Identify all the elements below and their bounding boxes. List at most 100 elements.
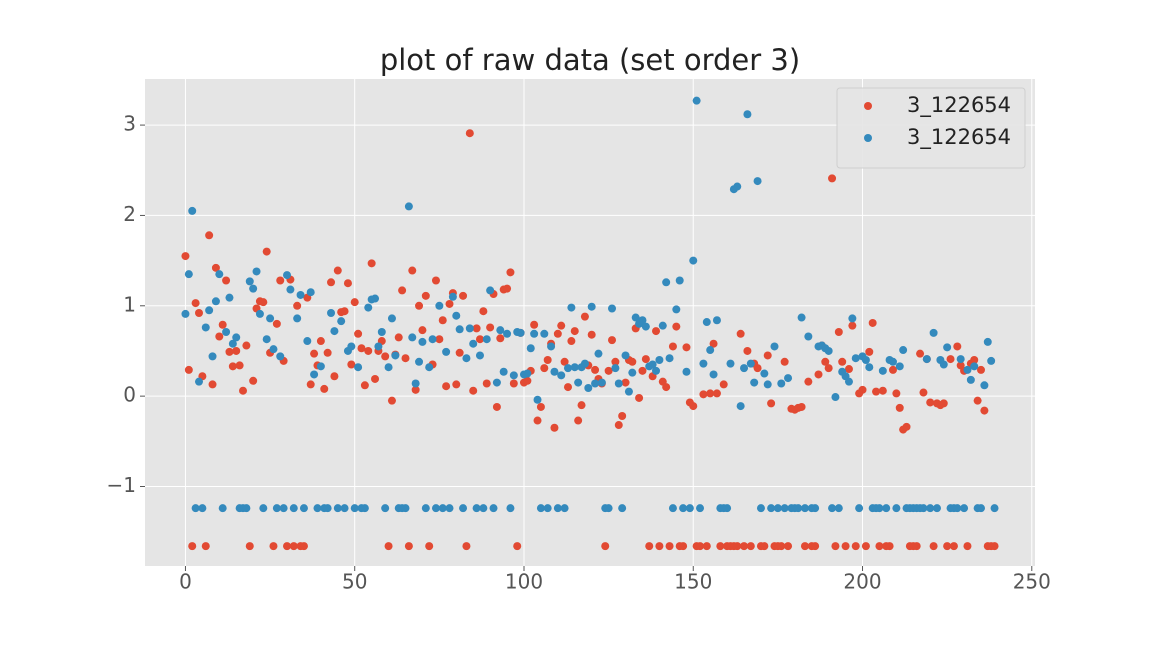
point xyxy=(553,329,562,338)
point xyxy=(611,357,620,366)
point xyxy=(990,504,999,513)
point xyxy=(194,377,203,386)
point xyxy=(970,355,979,364)
point xyxy=(323,504,332,513)
point xyxy=(354,363,363,372)
point xyxy=(435,301,444,310)
point xyxy=(973,396,982,405)
point xyxy=(421,291,430,300)
point xyxy=(506,268,515,277)
point xyxy=(753,177,762,186)
point xyxy=(987,356,996,365)
legend-box xyxy=(836,87,1026,169)
point xyxy=(408,333,417,342)
point xyxy=(205,306,214,315)
point xyxy=(188,542,197,551)
point xyxy=(289,504,298,513)
point xyxy=(841,542,850,551)
point xyxy=(475,351,484,360)
point xyxy=(222,327,231,336)
x-tick-label: 250 xyxy=(1013,570,1051,594)
point xyxy=(834,504,843,513)
point xyxy=(469,386,478,395)
point xyxy=(631,313,640,322)
point xyxy=(455,325,464,334)
point xyxy=(733,542,742,551)
point xyxy=(844,365,853,374)
point xyxy=(939,360,948,369)
point xyxy=(624,387,633,396)
point xyxy=(777,542,786,551)
point xyxy=(584,384,593,393)
point xyxy=(888,365,897,374)
point xyxy=(513,542,522,551)
point xyxy=(360,504,369,513)
point xyxy=(780,357,789,366)
point xyxy=(225,293,234,302)
point xyxy=(662,278,671,287)
point xyxy=(675,276,684,285)
point xyxy=(672,305,681,314)
point xyxy=(963,365,972,374)
point xyxy=(289,542,298,551)
point xyxy=(215,332,224,341)
point xyxy=(553,504,562,513)
point xyxy=(337,317,346,326)
point xyxy=(760,369,769,378)
point xyxy=(570,363,579,372)
point xyxy=(851,542,860,551)
point xyxy=(591,365,600,374)
point xyxy=(980,406,989,415)
point xyxy=(875,542,884,551)
point xyxy=(648,360,657,369)
point xyxy=(844,377,853,386)
point xyxy=(530,329,539,338)
point xyxy=(706,346,715,355)
point xyxy=(692,96,701,105)
point xyxy=(364,346,373,355)
point xyxy=(892,389,901,398)
point xyxy=(411,379,420,388)
point xyxy=(283,271,292,280)
chart-title: plot of raw data (set order 3) xyxy=(380,43,800,77)
point xyxy=(838,357,847,366)
point xyxy=(932,504,941,513)
point xyxy=(316,337,325,346)
point xyxy=(306,288,315,297)
point xyxy=(888,357,897,366)
point xyxy=(814,370,823,379)
point xyxy=(689,402,698,411)
point xyxy=(696,504,705,513)
point xyxy=(387,314,396,323)
point xyxy=(689,256,698,265)
point xyxy=(452,311,461,320)
point xyxy=(455,348,464,357)
point xyxy=(567,303,576,312)
point xyxy=(824,364,833,373)
point xyxy=(194,309,203,318)
point xyxy=(333,266,342,275)
point xyxy=(990,542,999,551)
point xyxy=(983,337,992,346)
point xyxy=(252,267,261,276)
point xyxy=(377,327,386,336)
point xyxy=(953,342,962,351)
point xyxy=(249,376,258,385)
point xyxy=(956,355,965,364)
point xyxy=(702,318,711,327)
point xyxy=(276,352,285,361)
point xyxy=(374,342,383,351)
point xyxy=(902,422,911,431)
point xyxy=(208,352,217,361)
point xyxy=(509,379,518,388)
point xyxy=(526,344,535,353)
point xyxy=(655,355,664,364)
point xyxy=(966,375,975,384)
point xyxy=(299,542,308,551)
point xyxy=(242,504,251,513)
point xyxy=(574,416,583,425)
point xyxy=(245,277,254,286)
point xyxy=(235,361,244,370)
point xyxy=(709,370,718,379)
point xyxy=(262,247,271,256)
